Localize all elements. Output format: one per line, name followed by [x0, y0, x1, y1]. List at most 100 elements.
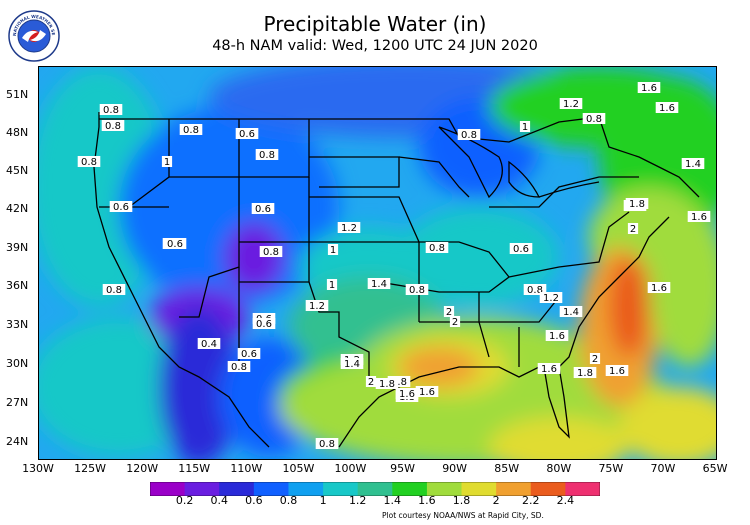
colorbar-swatch — [426, 482, 463, 496]
contour-label-bg — [227, 361, 251, 372]
contour-label: 1 — [329, 280, 335, 291]
contour-label-bg — [573, 367, 597, 378]
contour-label-bg — [375, 378, 399, 389]
contour-label-bg — [77, 156, 101, 167]
colorbar-swatch — [392, 482, 428, 496]
contour-label: 0.6 — [241, 349, 257, 360]
contour-label-bg — [365, 376, 377, 387]
contour-label: 1.6 — [549, 331, 565, 342]
colorbar-label: 0.4 — [210, 494, 228, 507]
contour-label: 2 — [452, 317, 458, 328]
nws-logo: NATIONAL WEATHER SERVICE — [8, 10, 60, 62]
colorbar-label: 1.4 — [383, 494, 402, 507]
contour-label: 0.8 — [81, 157, 97, 168]
contour-label: 1.8 — [391, 377, 407, 388]
pw-field — [39, 67, 716, 459]
colorbar-label: 1.2 — [348, 494, 367, 507]
contour-label: 0.8 — [106, 285, 122, 296]
contour-label: 1.6 — [651, 283, 667, 294]
lon-label: 120W — [126, 462, 159, 475]
colorbar-swatch — [496, 482, 532, 496]
contour-label-bg — [415, 386, 439, 397]
colorbar-label: 2.4 — [556, 494, 575, 507]
contour-label-bg — [340, 358, 364, 369]
contour-label: 0.8 — [586, 114, 602, 125]
contour-label: 0.8 — [259, 150, 275, 161]
page-subtitle: 48-h NAM valid: Wed, 1200 UTC 24 JUN 202… — [212, 38, 538, 54]
contour-label-bg — [109, 201, 133, 212]
contour-label: 1.6 — [541, 364, 557, 375]
contour-label-bg — [101, 120, 125, 131]
contour-label-bg — [252, 318, 276, 329]
lon-label: 70W — [650, 462, 676, 475]
contour-label-bg — [509, 243, 533, 254]
lon-label: 130W — [22, 462, 54, 475]
colorbar-swatch — [357, 482, 393, 496]
lat-label: 42N — [6, 202, 29, 215]
contour-labels: 0.8 0.8 0.8 0.6 0.8 0.8 1 0.6 0.6 0.4 0.8 0.6 1.2 1 0.… — [77, 82, 711, 450]
contour-label: 2 — [446, 307, 452, 318]
lat-label: 48N — [6, 126, 29, 139]
contour-label-bg — [99, 104, 123, 115]
contour-label-bg — [337, 222, 361, 233]
contour-label-bg — [161, 156, 173, 167]
contour-label-bg — [537, 363, 561, 374]
contour-label: 0.6 — [113, 202, 129, 213]
contour-label-bg — [259, 246, 283, 257]
contour-label: 2 — [592, 354, 598, 365]
contour-label: 0.6 — [239, 129, 255, 140]
contour-label-bg — [327, 244, 339, 255]
contour-label-bg — [255, 149, 279, 160]
contour-label-bg — [523, 284, 547, 295]
contour-label-bg — [163, 238, 187, 249]
contour-label: 0.8 — [183, 125, 199, 136]
contour-label: 1.4 — [563, 307, 579, 318]
contour-label: 1.6 — [641, 83, 657, 94]
contour-label-bg — [102, 284, 126, 295]
contour-label: 0.8 — [105, 121, 121, 132]
lat-label: 36N — [6, 279, 29, 292]
contour-label: 1.2 — [563, 99, 579, 110]
contour-label-bg — [251, 203, 275, 214]
contour-label-bg — [687, 211, 711, 222]
lat-label: 51N — [6, 88, 29, 101]
contour-label-bg — [681, 158, 705, 169]
colorbar-label: 1.6 — [418, 494, 436, 507]
contour-label: 2 — [368, 377, 374, 388]
lon-label: 75W — [598, 462, 624, 475]
contour-label-bg — [539, 292, 563, 303]
colorbar-swatch — [184, 482, 220, 496]
contour-label-bg — [443, 306, 455, 317]
contour-label-bg — [589, 353, 601, 364]
contour-label-bg — [237, 348, 261, 359]
colorbar-swatch — [150, 482, 186, 496]
contour-label: 0.8 — [429, 243, 445, 254]
contour-label-bg — [395, 388, 419, 399]
contour-label-bg — [637, 82, 661, 93]
contour-label: 0.8 — [263, 247, 279, 258]
contour-label: 0.8 — [461, 130, 477, 141]
colorbar-label: 0.8 — [279, 494, 298, 507]
lat-label: 45N — [6, 164, 29, 177]
contour-label-bg — [367, 278, 391, 289]
contour-label-bg — [647, 282, 671, 293]
contour-label-bg — [519, 121, 531, 132]
lat-label: 27N — [6, 396, 29, 409]
contour-label-bg — [326, 279, 338, 290]
contour-label-bg — [425, 242, 449, 253]
contour-label: 0.6 — [255, 204, 271, 215]
contour-label: 1.8 — [629, 199, 645, 210]
lon-label: 110W — [230, 462, 263, 475]
contour-label: 0.4 — [201, 339, 217, 350]
contour-label: 1.8 — [379, 379, 395, 390]
contour-label: 1.2 — [309, 301, 325, 312]
colorbar-swatch — [219, 482, 255, 496]
contour-label: 1.6 — [659, 103, 675, 114]
contour-label: 1.6 — [691, 212, 707, 223]
contour-label-bg — [179, 124, 203, 135]
precipitable-water-map: 0.8 0.8 0.8 0.6 0.8 0.8 1 0.6 0.6 0.4 0.8 0.6 1.2 1 0.… — [38, 66, 717, 460]
lon-label: 100W — [334, 462, 367, 475]
colorbar-swatch — [253, 482, 289, 496]
lon-label: 115W — [178, 462, 211, 475]
contour-label: 0.6 — [513, 244, 529, 255]
